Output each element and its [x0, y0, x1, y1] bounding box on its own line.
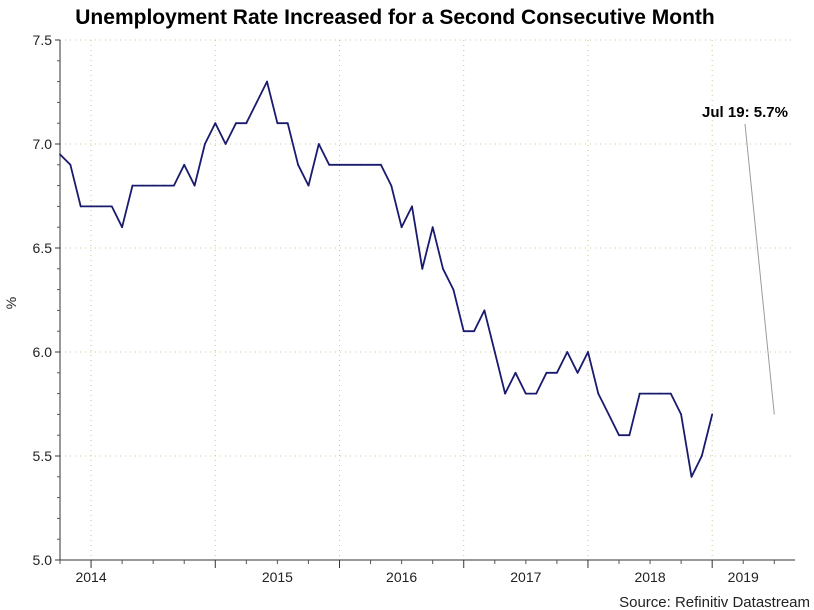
series-layer — [59, 80, 714, 478]
data-point — [224, 143, 227, 145]
data-point — [649, 392, 651, 395]
data-point — [338, 163, 341, 166]
data-point — [297, 163, 299, 166]
data-point — [348, 163, 351, 166]
data-point — [245, 122, 248, 125]
data-point — [90, 205, 92, 208]
data-point — [69, 163, 72, 166]
data-point — [504, 392, 507, 395]
data-point — [669, 392, 672, 395]
data-point — [172, 184, 175, 187]
data-point — [628, 434, 631, 437]
data-point — [545, 371, 548, 374]
data-point — [638, 392, 641, 395]
y-axis-label: % — [3, 297, 19, 309]
data-point — [390, 184, 393, 187]
y-tick-label: 6.0 — [33, 344, 53, 360]
data-point — [214, 122, 217, 125]
x-year-label: 2014 — [75, 569, 106, 585]
data-point — [266, 80, 268, 83]
data-point — [421, 267, 424, 270]
data-point — [587, 351, 589, 353]
y-tick-label: 7.0 — [33, 136, 53, 152]
x-year-label: 2018 — [634, 569, 665, 585]
x-year-label: 2019 — [728, 569, 759, 585]
data-point — [607, 413, 610, 416]
chart-title: Unemployment Rate Increased for a Second… — [75, 6, 714, 29]
data-point — [328, 163, 331, 166]
data-point — [235, 122, 237, 125]
data-point — [193, 184, 196, 187]
data-point — [473, 330, 475, 333]
data-point — [535, 392, 538, 395]
source-note: Source: Refinitiv Datastream — [619, 594, 810, 610]
data-point — [255, 101, 258, 104]
data-point — [690, 475, 693, 478]
data-point — [711, 413, 714, 416]
data-point — [700, 455, 703, 457]
data-point — [411, 205, 413, 208]
data-point — [483, 309, 486, 312]
data-point — [462, 330, 465, 333]
data-point — [369, 163, 372, 166]
data-point — [442, 267, 444, 270]
data-point — [152, 184, 155, 187]
data-point — [131, 184, 134, 187]
x-axis-ticks: 2014 2015 2016 2017 2018 2019 — [59, 560, 775, 585]
data-point — [359, 163, 362, 166]
data-point — [110, 205, 113, 208]
data-point — [524, 392, 527, 395]
annotation-leader-line — [744, 123, 775, 415]
data-point — [79, 205, 82, 208]
data-point — [307, 184, 310, 187]
data-point — [514, 371, 517, 374]
data-point — [493, 351, 496, 353]
data-point — [121, 226, 124, 229]
data-point — [431, 226, 434, 229]
data-point — [618, 434, 620, 437]
data-point — [400, 226, 403, 229]
data-point — [286, 122, 289, 125]
y-tick-label: 6.5 — [33, 240, 53, 256]
gridlines — [60, 39, 795, 560]
annotation-label: Jul 19: 5.7% — [702, 104, 788, 121]
data-point — [317, 143, 320, 145]
x-year-label: 2015 — [262, 569, 293, 585]
data-point — [566, 351, 569, 353]
data-point — [380, 163, 382, 166]
data-point — [680, 413, 683, 416]
data-point — [452, 288, 455, 291]
data-point — [556, 371, 558, 374]
data-point — [576, 371, 579, 374]
data-point — [141, 184, 144, 187]
x-year-label: 2016 — [386, 569, 417, 585]
data-point — [59, 153, 61, 156]
data-point — [204, 143, 206, 145]
y-tick-label: 7.5 — [33, 32, 53, 48]
data-point — [162, 184, 165, 187]
y-tick-label: 5.0 — [33, 552, 53, 568]
x-year-label: 2017 — [510, 569, 541, 585]
series-line — [59, 80, 714, 478]
data-point — [659, 392, 662, 395]
data-point — [597, 392, 600, 395]
y-axis-ticks: 5.0 5.5 6.0 6.5 7.0 7.5 — [33, 32, 60, 568]
data-point — [183, 163, 186, 166]
data-point — [276, 122, 279, 125]
data-point — [100, 205, 103, 208]
y-tick-label: 5.5 — [33, 448, 53, 464]
